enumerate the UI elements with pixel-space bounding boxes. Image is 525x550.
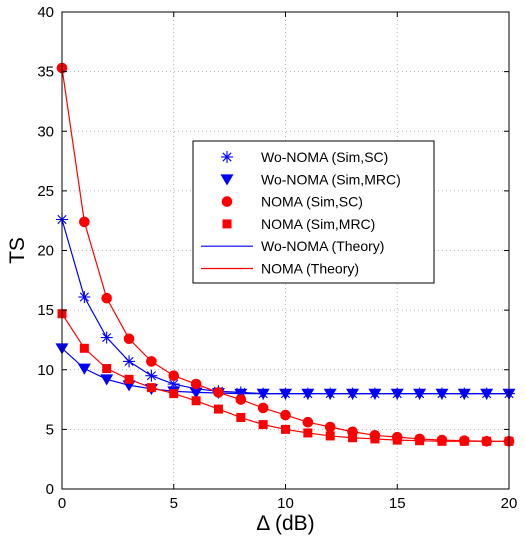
legend-label: NOMA (Sim,SC) (261, 194, 363, 210)
data-point (258, 420, 268, 430)
data-point (101, 292, 112, 304)
y-tick-label: 25 (37, 183, 54, 200)
asterisk-stroke (222, 152, 232, 162)
x-tick-label: 0 (58, 495, 66, 512)
data-point (279, 388, 292, 400)
series-markers (55, 62, 516, 447)
data-point (145, 369, 158, 382)
y-tick-label: 5 (46, 421, 54, 438)
data-point (100, 374, 114, 386)
data-point (235, 394, 247, 405)
data-point (368, 388, 382, 400)
legend-label: Wo-NOMA (Theory) (261, 238, 384, 254)
x-tick-label: 15 (389, 495, 406, 512)
data-point (77, 363, 91, 375)
data-point (123, 355, 136, 368)
y-tick-label: 35 (37, 64, 54, 81)
asterisk-stroke (146, 371, 156, 381)
data-point (190, 378, 202, 390)
data-point (302, 416, 314, 428)
data-point (435, 388, 449, 400)
data-point (213, 387, 224, 398)
data-point (301, 388, 315, 400)
data-point (348, 433, 358, 443)
legend-label: Wo-NOMA (Sim,MRC) (261, 171, 401, 187)
data-point (191, 396, 201, 406)
data-point (146, 356, 157, 367)
data-point (78, 291, 91, 304)
data-point (346, 388, 360, 400)
data-point (256, 388, 270, 400)
y-tick-label: 40 (37, 4, 54, 21)
data-point (124, 374, 134, 384)
data-point (234, 388, 248, 400)
legend-label: Wo-NOMA (Sim,SC) (261, 149, 388, 165)
data-point (459, 436, 469, 446)
y-tick-label: 10 (37, 362, 54, 379)
legend-label: NOMA (Theory) (261, 261, 359, 277)
data-point (257, 402, 269, 414)
data-point (324, 421, 336, 433)
legend-marker (220, 174, 234, 186)
x-tick-label: 10 (277, 495, 294, 512)
y-axis-label: TS (6, 237, 29, 264)
data-point (437, 436, 447, 446)
data-point (370, 434, 380, 444)
legend: Wo-NOMA (Sim,SC) Wo-NOMA (Sim,MRC) NOMA (S… (192, 140, 435, 284)
data-point (169, 389, 179, 399)
y-tick-label: 30 (37, 123, 54, 140)
legend-label: NOMA (Sim,MRC) (261, 216, 375, 232)
x-axis-label: Δ (dB) (256, 512, 314, 535)
data-point (280, 409, 291, 421)
data-point (189, 387, 203, 399)
data-point (123, 333, 135, 345)
data-point (392, 435, 402, 445)
data-point (236, 412, 246, 422)
y-tick-label: 15 (37, 302, 54, 319)
legend-box (192, 140, 435, 284)
axis-ticks: 0 5 10 15 20 0 5 10 15 20 25 30 35 40 (37, 4, 517, 512)
y-tick-label: 0 (46, 481, 54, 498)
data-point (146, 383, 156, 393)
data-point (325, 431, 335, 441)
data-point (390, 388, 404, 400)
data-point (213, 404, 223, 414)
data-point (79, 343, 89, 353)
data-point (100, 331, 113, 344)
x-tick-label: 5 (170, 495, 178, 512)
data-point (168, 370, 180, 382)
legend-marker (221, 196, 233, 207)
data-point (102, 364, 112, 374)
data-point (79, 216, 90, 228)
data-point (413, 388, 427, 400)
data-point (480, 388, 494, 400)
data-point (457, 388, 471, 400)
data-point (303, 428, 313, 438)
data-point (323, 388, 337, 400)
legend-marker (221, 151, 233, 163)
legend-marker (222, 219, 232, 229)
data-point (415, 436, 425, 446)
y-tick-label: 20 (37, 243, 54, 260)
asterisk-stroke (79, 292, 89, 302)
asterisk-stroke (102, 332, 112, 343)
x-tick-label: 20 (501, 495, 518, 512)
data-point (482, 436, 492, 446)
data-point (281, 424, 290, 434)
asterisk-stroke (124, 356, 134, 366)
